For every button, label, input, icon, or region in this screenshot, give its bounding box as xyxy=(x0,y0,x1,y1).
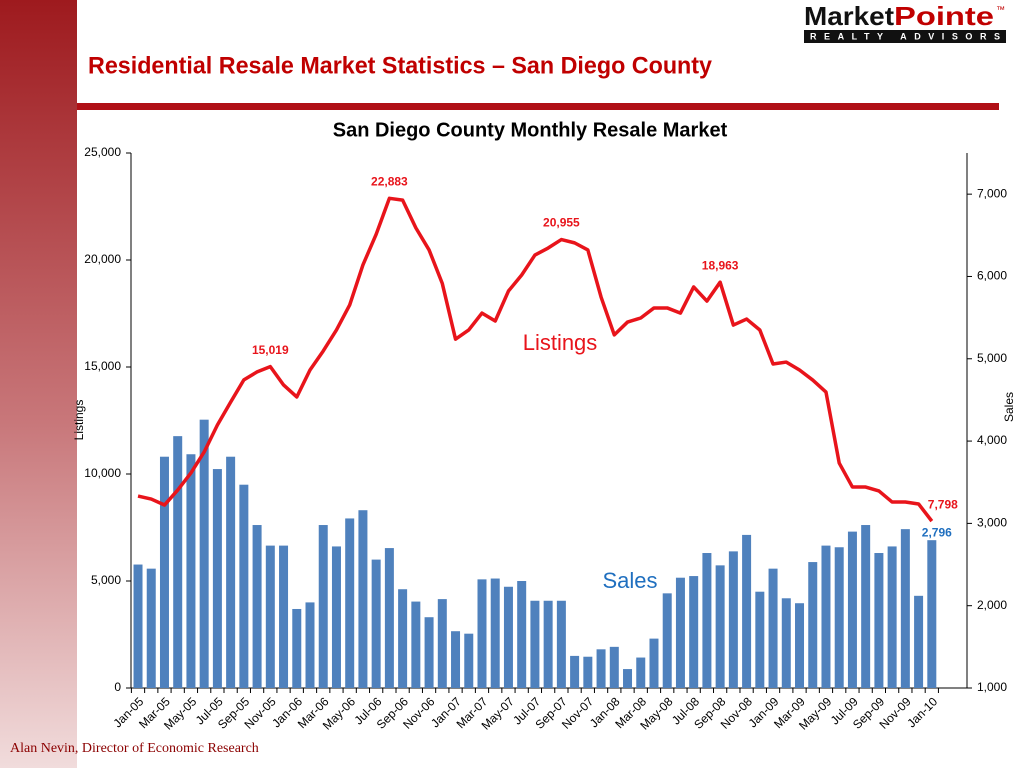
bar xyxy=(437,599,447,688)
logo-tagline: REALTY ADVISORS xyxy=(810,31,1000,41)
data-label: 22,883 xyxy=(371,174,408,188)
y-axis-title: Listings xyxy=(72,400,86,441)
bar xyxy=(318,525,328,688)
y2-tick-label: 7,000 xyxy=(977,186,1007,200)
bar xyxy=(742,534,752,688)
bar xyxy=(265,545,275,688)
bar xyxy=(689,576,699,688)
bar xyxy=(821,545,831,688)
bar xyxy=(159,456,169,688)
y2-tick-label: 2,000 xyxy=(977,598,1007,612)
bar xyxy=(464,633,474,688)
bar xyxy=(490,578,500,688)
bar xyxy=(226,456,236,688)
slide-title: Residential Resale Market Statistics – S… xyxy=(88,52,713,79)
y2-tick-label: 3,000 xyxy=(977,516,1007,530)
bar xyxy=(795,603,805,688)
data-label: 2,796 xyxy=(922,525,952,539)
bar xyxy=(702,553,712,688)
bar xyxy=(411,601,421,688)
side-strip xyxy=(0,0,77,768)
bar xyxy=(623,669,633,688)
bar xyxy=(133,564,143,688)
bar xyxy=(781,598,791,688)
bar xyxy=(583,656,593,688)
y2-tick-label: 1,000 xyxy=(977,680,1007,694)
x-tick-label: Jan-10 xyxy=(904,694,940,730)
bar xyxy=(715,565,725,688)
bar xyxy=(649,638,659,688)
bar xyxy=(874,553,884,688)
bar xyxy=(517,581,527,688)
bar xyxy=(331,546,341,688)
bar xyxy=(609,646,619,688)
y-tick-label: 25,000 xyxy=(84,145,121,159)
footer: Alan Nevin, Director of Economic Researc… xyxy=(10,741,259,756)
bar xyxy=(927,540,937,688)
y-tick-label: 10,000 xyxy=(84,466,121,480)
bar xyxy=(384,548,394,688)
bar xyxy=(292,608,302,688)
bar xyxy=(252,525,262,688)
bar xyxy=(503,586,513,688)
bar xyxy=(556,600,566,688)
bar xyxy=(675,577,685,688)
bar xyxy=(887,546,897,688)
bar xyxy=(358,510,368,688)
y2-tick-label: 4,000 xyxy=(977,433,1007,447)
bar xyxy=(808,562,818,688)
logo: Market Pointe ™ REALTY ADVISORS xyxy=(804,1,1006,43)
bar xyxy=(755,591,765,688)
bar xyxy=(636,657,646,688)
y2-tick-label: 6,000 xyxy=(977,269,1007,283)
data-label: 20,955 xyxy=(543,216,580,230)
bar xyxy=(173,436,183,688)
bar xyxy=(398,589,408,688)
logo-part1: Market xyxy=(804,1,894,31)
bar xyxy=(199,419,209,688)
bar xyxy=(570,655,580,688)
line xyxy=(137,196,934,523)
bar xyxy=(847,531,857,688)
bar xyxy=(861,525,871,688)
bar xyxy=(186,454,196,688)
chart-title: San Diego County Monthly Resale Market xyxy=(333,119,728,141)
bar xyxy=(279,545,289,688)
bar xyxy=(477,579,487,688)
bar xyxy=(914,595,924,688)
data-label: 15,019 xyxy=(252,343,289,357)
bar xyxy=(530,600,540,688)
data-label: 7,798 xyxy=(928,497,958,511)
y-tick-label: 15,000 xyxy=(84,359,121,373)
bar xyxy=(424,617,434,688)
bar xyxy=(768,568,778,688)
bar xyxy=(834,547,844,688)
y-tick-label: 0 xyxy=(114,680,121,694)
logo-bar xyxy=(804,30,1006,43)
bar xyxy=(900,529,910,688)
logo-part2: Pointe xyxy=(894,1,994,31)
bar xyxy=(451,631,461,688)
bar xyxy=(596,649,606,688)
bar xyxy=(212,469,222,688)
header-rule xyxy=(77,103,999,110)
series-label: Listings xyxy=(523,330,598,355)
bar xyxy=(543,600,553,688)
bar xyxy=(662,593,672,688)
series-label: Sales xyxy=(602,568,657,593)
bar xyxy=(146,568,156,688)
y-tick-label: 5,000 xyxy=(91,573,121,587)
y-tick-label: 20,000 xyxy=(84,252,121,266)
bar xyxy=(239,484,249,688)
bar xyxy=(305,602,315,688)
logo-mark: ™ xyxy=(996,4,1005,14)
data-label: 18,963 xyxy=(702,258,739,272)
bar xyxy=(371,559,381,688)
bar xyxy=(728,551,738,688)
y2-tick-label: 5,000 xyxy=(977,351,1007,365)
bar xyxy=(345,518,355,688)
y2-axis-title: Sales xyxy=(1002,392,1016,422)
